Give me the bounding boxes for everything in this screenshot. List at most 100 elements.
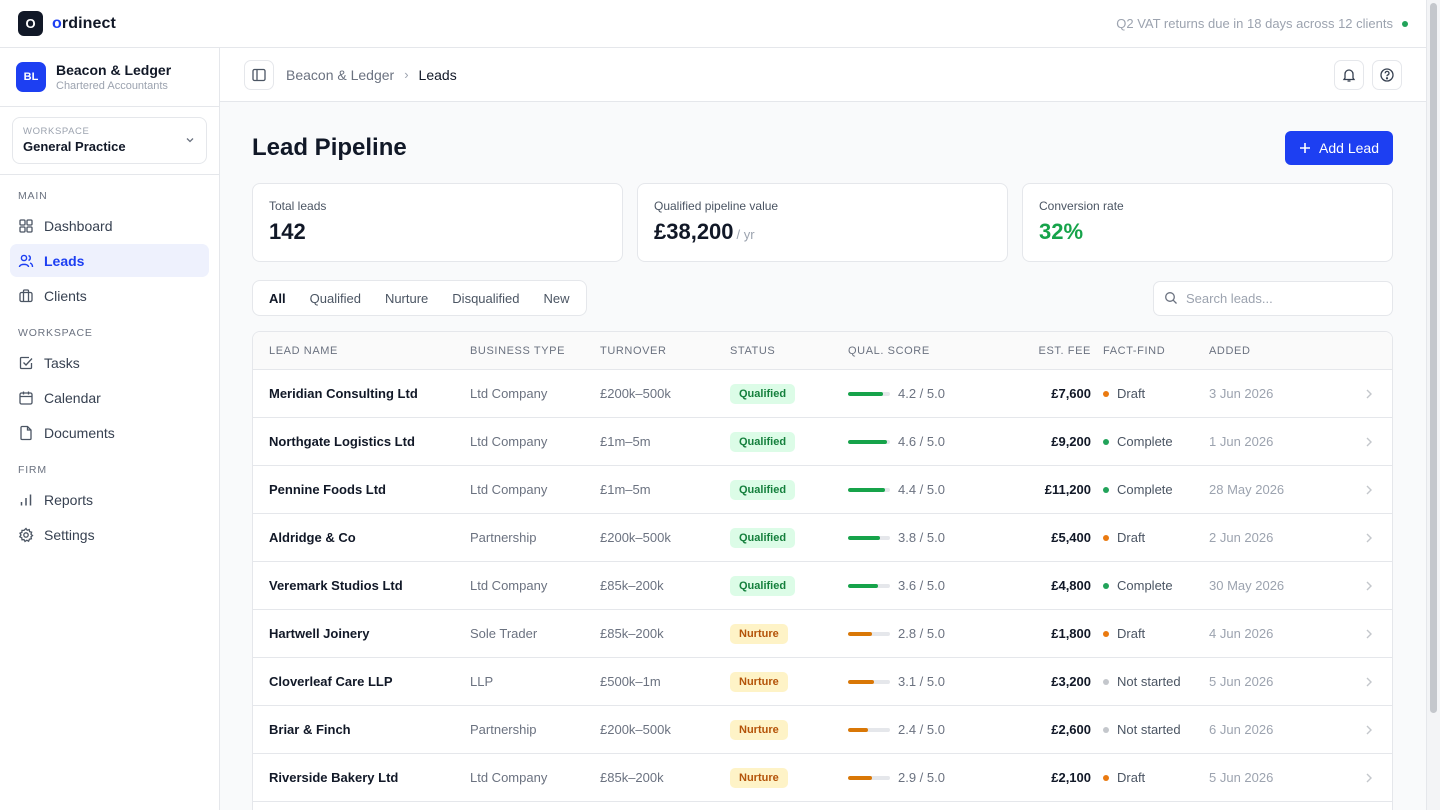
table-header: LEAD NAME BUSINESS TYPE TURNOVER STATUS …	[253, 332, 1392, 370]
brand-name[interactable]: ordinect	[52, 15, 116, 33]
search-input[interactable]	[1186, 290, 1376, 306]
table-row[interactable]: Hartwell Joinery Sole Trader £85k–200k N…	[253, 610, 1392, 658]
est-fee: £11,200	[1044, 482, 1091, 497]
sidebar-toggle-button[interactable]	[244, 59, 274, 90]
lead-name[interactable]: Northgate Logistics Ltd	[269, 434, 415, 449]
lead-name[interactable]: Briar & Finch	[269, 722, 351, 737]
page-scrollbar[interactable]	[1426, 0, 1440, 810]
sidebar-item-leads[interactable]: Leads	[10, 244, 209, 277]
score-bar	[848, 679, 890, 684]
workspace-select-value: General Practice	[23, 139, 126, 154]
fact-find-status-dot-icon	[1103, 630, 1109, 637]
score-bar-fill	[848, 391, 884, 396]
help-button[interactable]	[1372, 59, 1402, 90]
chevron-right-icon[interactable]	[1364, 724, 1374, 736]
fact-find-cell: Complete	[1091, 578, 1209, 593]
lead-name[interactable]: Hartwell Joinery	[269, 626, 370, 641]
tab-disqualified[interactable]: Disqualified	[452, 290, 520, 306]
sidebar-item-clients[interactable]: Clients	[10, 279, 209, 312]
row-open-cell	[1339, 388, 1392, 400]
fact-find-status-dot-icon	[1103, 582, 1109, 589]
row-open-cell	[1339, 436, 1392, 448]
score-bar	[848, 631, 890, 636]
chevron-right-icon[interactable]	[1364, 772, 1374, 784]
add-lead-button[interactable]: Add Lead	[1285, 131, 1393, 165]
lead-name[interactable]: Aldridge & Co	[269, 530, 356, 545]
sidebar-item-settings[interactable]: Settings	[10, 518, 209, 551]
column-header-business-type[interactable]: BUSINESS TYPE	[470, 344, 566, 357]
lead-name[interactable]: Veremark Studios Ltd	[269, 578, 403, 593]
search-box[interactable]	[1153, 280, 1393, 316]
column-header-est-fee[interactable]: EST. FEE	[1038, 344, 1091, 357]
score-text: 2.4 / 5.0	[898, 722, 945, 737]
tab-new[interactable]: New	[543, 290, 570, 306]
score-bar	[848, 391, 890, 396]
page-header: Lead Pipeline Add Lead	[252, 130, 1393, 166]
grid-icon	[19, 218, 33, 233]
chevron-right-icon[interactable]	[1364, 436, 1374, 448]
search-icon	[1165, 292, 1177, 304]
table-row[interactable]: Northgate Logistics Ltd Ltd Company £1m–…	[253, 418, 1392, 466]
announcement-banner[interactable]: Q2 VAT returns due in 18 days across 12 …	[1116, 16, 1408, 31]
est-fee: £4,800	[1051, 578, 1091, 593]
tab-all[interactable]: All	[269, 290, 286, 306]
scrollbar-thumb[interactable]	[1430, 3, 1437, 713]
logo-mark[interactable]: O	[18, 11, 43, 36]
fact-find-cell: Draft	[1091, 386, 1209, 401]
qual-score-cell: 2.8 / 5.0	[848, 626, 988, 641]
sidebar-item-calendar[interactable]: Calendar	[10, 381, 209, 414]
column-header-qual-score[interactable]: QUAL. SCORE	[848, 344, 930, 357]
chevron-right-icon[interactable]	[1364, 388, 1374, 400]
column-header-lead-name[interactable]: LEAD NAME	[269, 344, 338, 357]
sidebar-item-dashboard[interactable]: Dashboard	[10, 209, 209, 242]
added-date: 1 Jun 2026	[1209, 434, 1274, 449]
added-date: 5 Jun 2026	[1209, 770, 1274, 785]
lead-name[interactable]: Cloverleaf Care LLP	[269, 674, 393, 689]
score-text: 3.8 / 5.0	[898, 530, 945, 545]
table-row[interactable]: Pennine Foods Ltd Ltd Company £1m–5m Qua…	[253, 466, 1392, 514]
score-bar	[848, 775, 890, 780]
status-badge: Qualified	[730, 383, 796, 404]
sidebar-item-reports[interactable]: Reports	[10, 483, 209, 516]
est-fee: £1,800	[1051, 626, 1091, 641]
chevron-right-icon[interactable]	[1364, 676, 1374, 688]
main-content: Beacon & Ledger › Leads Lead Pipeline Ad…	[220, 48, 1426, 810]
chevron-right-icon[interactable]	[1364, 628, 1374, 640]
lead-name[interactable]: Pennine Foods Ltd	[269, 482, 386, 497]
table-row[interactable]: Riverside Bakery Ltd Ltd Company £85k–20…	[253, 754, 1392, 802]
fact-find-cell: Draft	[1091, 626, 1209, 641]
score-text: 4.4 / 5.0	[898, 482, 945, 497]
qual-score-cell: 3.1 / 5.0	[848, 674, 988, 689]
workspace-select[interactable]: WORKSPACE General Practice	[12, 117, 207, 164]
est-fee: £7,600	[1051, 386, 1091, 401]
workspace-select-label: WORKSPACE	[23, 126, 90, 137]
chevron-right-icon[interactable]	[1364, 532, 1374, 544]
score-bar-fill	[848, 679, 875, 684]
breadcrumb-parent[interactable]: Beacon & Ledger	[286, 66, 395, 83]
column-header-status[interactable]: STATUS	[730, 344, 776, 357]
lead-name[interactable]: Meridian Consulting Ltd	[269, 386, 418, 401]
qual-score-cell: 4.6 / 5.0	[848, 434, 988, 449]
chevron-right-icon[interactable]	[1364, 580, 1374, 592]
turnover: £85k–200k	[600, 770, 664, 785]
status-badge: Qualified	[730, 575, 796, 596]
chevron-right-icon[interactable]	[1364, 484, 1374, 496]
sidebar-item-documents[interactable]: Documents	[10, 416, 209, 449]
column-header-fact-find[interactable]: FACT-FIND	[1103, 344, 1166, 357]
column-header-added[interactable]: ADDED	[1209, 344, 1251, 357]
lead-name[interactable]: Riverside Bakery Ltd	[269, 770, 399, 785]
table-row[interactable]: Veremark Studios Ltd Ltd Company £85k–20…	[253, 562, 1392, 610]
sidebar-item-tasks[interactable]: Tasks	[10, 346, 209, 379]
header-actions	[1334, 59, 1402, 90]
table-row[interactable]: Meridian Consulting Ltd Ltd Company £200…	[253, 370, 1392, 418]
tab-qualified[interactable]: Qualified	[309, 290, 361, 306]
notifications-button[interactable]	[1334, 59, 1364, 90]
est-fee: £5,400	[1051, 530, 1091, 545]
table-row[interactable]: Cloverleaf Care LLP LLP £500k–1m Nurture…	[253, 658, 1392, 706]
fact-find-status: Draft	[1117, 530, 1146, 545]
firm-header[interactable]: BL Beacon & Ledger Chartered Accountants	[0, 48, 219, 107]
column-header-turnover[interactable]: TURNOVER	[600, 344, 667, 357]
tab-nurture[interactable]: Nurture	[384, 290, 429, 306]
table-row[interactable]: Aldridge & Co Partnership £200k–500k Qua…	[253, 514, 1392, 562]
table-row[interactable]: Briar & Finch Partnership £200k–500k Nur…	[253, 706, 1392, 754]
